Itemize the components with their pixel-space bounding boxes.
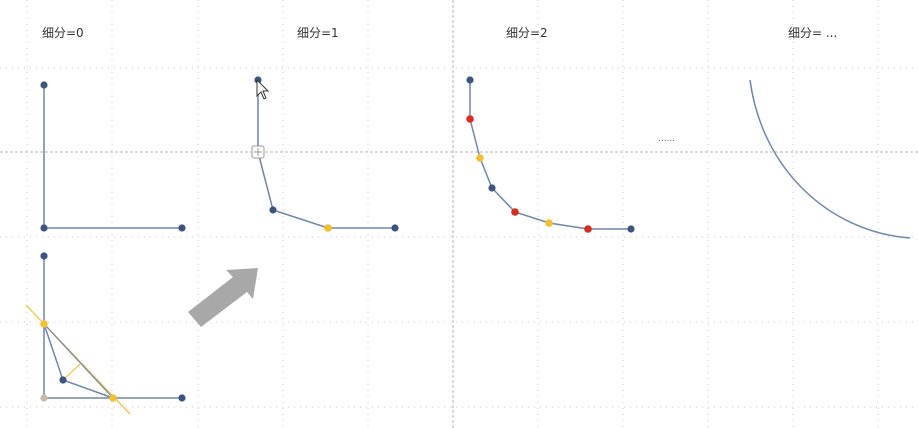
red-point [511, 208, 519, 216]
subdivided-polyline [257, 80, 395, 229]
panel-label-subdivision-0: 细分=0 [42, 26, 84, 40]
midpoint [324, 224, 332, 232]
red-point [466, 115, 474, 123]
panel-subdivision-limit [749, 79, 911, 239]
control-point [488, 184, 496, 192]
panel-label-subdivision-1: 细分=1 [297, 26, 339, 40]
construction-example [25, 252, 186, 415]
control-point [391, 224, 399, 232]
panel-subdivision-1 [251, 76, 399, 232]
midpoint [476, 154, 484, 162]
control-point [178, 394, 186, 402]
control-point [254, 76, 262, 84]
ellipsis-text: ...... [658, 134, 676, 144]
control-point [40, 81, 48, 89]
origin-point [40, 394, 48, 402]
control-point [466, 76, 474, 84]
progress-arrow-icon [188, 268, 258, 327]
midpoint [109, 394, 117, 402]
control-point [40, 224, 48, 232]
construction-line [62, 363, 81, 381]
subdivided-polyline [469, 80, 631, 230]
control-polyline [43, 256, 182, 399]
control-point [627, 225, 635, 233]
progress-arrow-shape [188, 268, 258, 327]
panel-subdivision-0 [40, 81, 186, 232]
control-point [178, 224, 186, 232]
limit-curve [749, 79, 911, 239]
midpoint [545, 219, 553, 227]
construction-line [43, 323, 114, 399]
panel-subdivision-2 [466, 76, 635, 233]
control-point [59, 376, 67, 384]
panel-label-subdivision-limit: 细分= ... [788, 26, 838, 40]
control-polyline [43, 85, 182, 229]
midpoint [40, 320, 48, 328]
control-point [269, 206, 277, 214]
red-point [584, 225, 592, 233]
panel-label-subdivision-2: 细分=2 [506, 26, 548, 40]
mouse-cursor-icon [256, 78, 270, 100]
mouse-cursor-shape [256, 78, 270, 100]
control-point [40, 252, 48, 260]
move-handle-icon[interactable] [251, 145, 265, 159]
